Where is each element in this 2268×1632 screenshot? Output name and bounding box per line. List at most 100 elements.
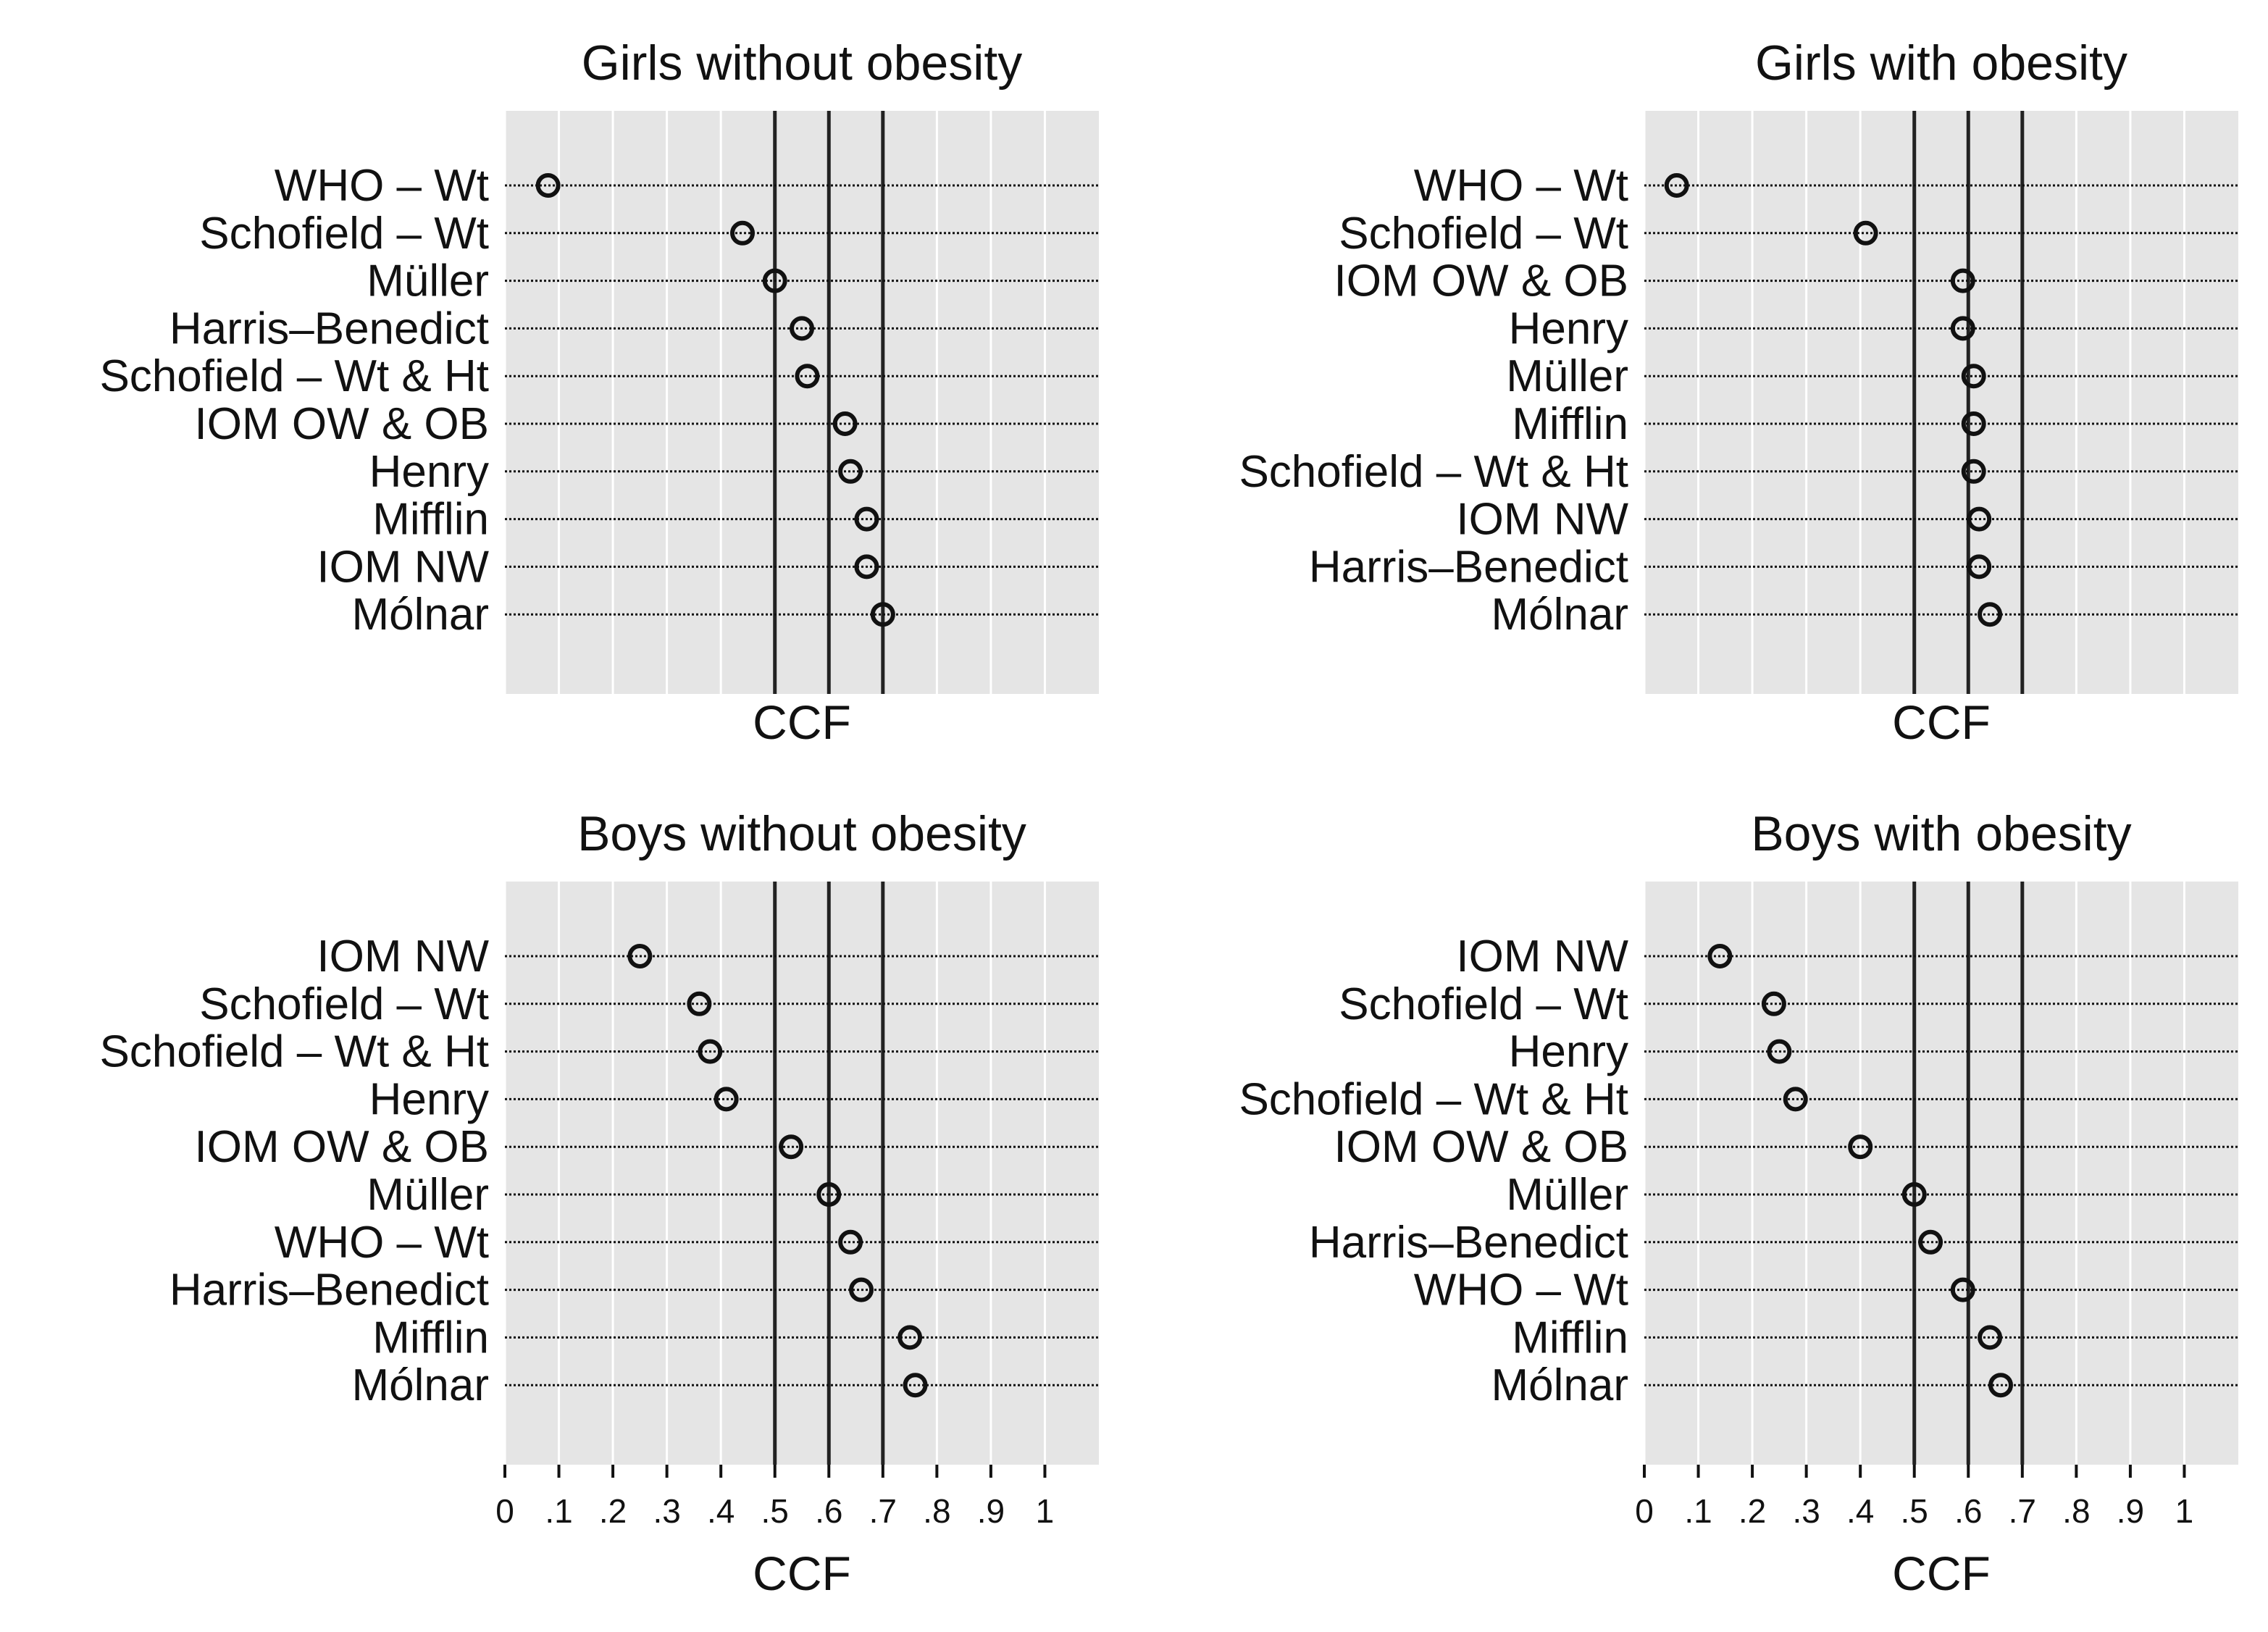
category-label: IOM NW (317, 542, 489, 592)
category-label: WHO – Wt (275, 161, 489, 211)
category-label: Müller (367, 256, 489, 306)
category-label: Schofield – Wt (199, 209, 489, 259)
category-label: WHO – Wt (1414, 1265, 1628, 1315)
category-label: Mólnar (1491, 1360, 1628, 1410)
category-label: Schofield – Wt & Ht (1239, 1074, 1628, 1124)
category-label: Mifflin (1512, 1313, 1628, 1363)
x-tick-label: .7 (869, 1492, 897, 1530)
data-point (1967, 506, 1992, 532)
data-point (1978, 1325, 2003, 1350)
category-label: Harris–Benedict (1309, 542, 1628, 592)
x-tick-label: 1 (1036, 1492, 1055, 1530)
category-label: WHO – Wt (275, 1218, 489, 1268)
x-tick-label: .3 (653, 1492, 680, 1530)
data-point (816, 1182, 842, 1207)
x-tick-label: .8 (923, 1492, 950, 1530)
category-label: Mifflin (1512, 399, 1628, 449)
category-label: Schofield – Wt (1339, 209, 1628, 259)
category-label: Müller (1506, 1170, 1628, 1220)
data-point (1783, 1087, 1808, 1112)
x-tick-label: .6 (1954, 1492, 1982, 1530)
data-point (1761, 991, 1786, 1016)
category-label: Mólnar (351, 590, 489, 640)
x-tick-label: .1 (1684, 1492, 1712, 1530)
category-label: Mólnar (351, 1360, 489, 1410)
data-point (1961, 364, 1986, 389)
x-tick-label: .5 (1901, 1492, 1928, 1530)
data-point (1978, 602, 2003, 627)
data-point (1967, 554, 1992, 579)
x-axis-label: CCF (753, 1547, 851, 1600)
plot-background (505, 882, 1099, 1465)
data-point (832, 411, 858, 436)
data-point (1918, 1229, 1943, 1255)
data-point (687, 991, 712, 1016)
panel-title: Boys with obesity (1751, 806, 2131, 861)
data-point (1961, 411, 1986, 436)
category-label: Harris–Benedict (1309, 1218, 1628, 1268)
data-point (1707, 944, 1733, 968)
x-tick-label: .2 (1738, 1492, 1766, 1530)
data-point (795, 364, 820, 389)
x-tick-label: .5 (761, 1492, 789, 1530)
data-point (1950, 316, 1975, 341)
category-label: IOM OW & OB (195, 1122, 489, 1172)
data-point (627, 944, 653, 968)
data-point (1848, 1134, 1873, 1160)
data-point (838, 1229, 863, 1255)
data-point (1988, 1373, 2013, 1398)
category-label: Mifflin (372, 1313, 489, 1363)
x-tick-label: .6 (815, 1492, 842, 1530)
category-label: IOM OW & OB (195, 399, 489, 449)
data-point (790, 316, 814, 341)
category-label: Harris–Benedict (170, 304, 489, 353)
panel-title: Girls without obesity (582, 35, 1022, 91)
category-label: IOM OW & OB (1334, 256, 1628, 306)
category-label: Henry (369, 1074, 489, 1124)
x-tick-label: 0 (495, 1492, 514, 1530)
data-point (698, 1039, 723, 1064)
category-label: Müller (1506, 351, 1628, 401)
data-point (762, 268, 787, 293)
data-point (854, 506, 879, 532)
data-point (849, 1277, 874, 1302)
category-label: Mifflin (372, 495, 489, 545)
plot-background (505, 111, 1099, 694)
data-point (779, 1134, 804, 1160)
x-tick-label: .7 (2009, 1492, 2036, 1530)
data-point (1961, 459, 1986, 484)
data-point (854, 554, 879, 579)
x-tick-label: .1 (545, 1492, 572, 1530)
x-tick-label: .4 (1846, 1492, 1874, 1530)
data-point (1853, 220, 1878, 246)
category-label: Schofield – Wt (199, 979, 489, 1029)
x-tick-label: .3 (1792, 1492, 1820, 1530)
data-point (1767, 1039, 1792, 1064)
x-tick-label: .8 (2062, 1492, 2090, 1530)
x-axis-label: CCF (1892, 1547, 1991, 1600)
data-point (730, 220, 755, 246)
data-point (535, 173, 561, 198)
data-point (897, 1325, 923, 1350)
category-label: Harris–Benedict (170, 1265, 489, 1315)
category-label: Henry (1509, 1027, 1628, 1077)
x-tick-label: .4 (707, 1492, 735, 1530)
category-label: IOM NW (1456, 932, 1628, 982)
x-tick-label: .2 (599, 1492, 627, 1530)
category-label: Henry (1509, 304, 1628, 353)
category-label: IOM NW (317, 932, 489, 982)
plot-background (1644, 111, 2238, 694)
data-point (903, 1373, 928, 1398)
data-point (1664, 173, 1689, 198)
x-tick-label: 1 (2175, 1492, 2194, 1530)
category-label: Mólnar (1491, 590, 1628, 640)
panel-title: Boys without obesity (577, 806, 1026, 861)
data-point (1950, 1277, 1975, 1302)
x-tick-label: .9 (2117, 1492, 2144, 1530)
category-label: Schofield – Wt (1339, 979, 1628, 1029)
category-label: Henry (369, 447, 489, 497)
data-point (838, 459, 863, 484)
